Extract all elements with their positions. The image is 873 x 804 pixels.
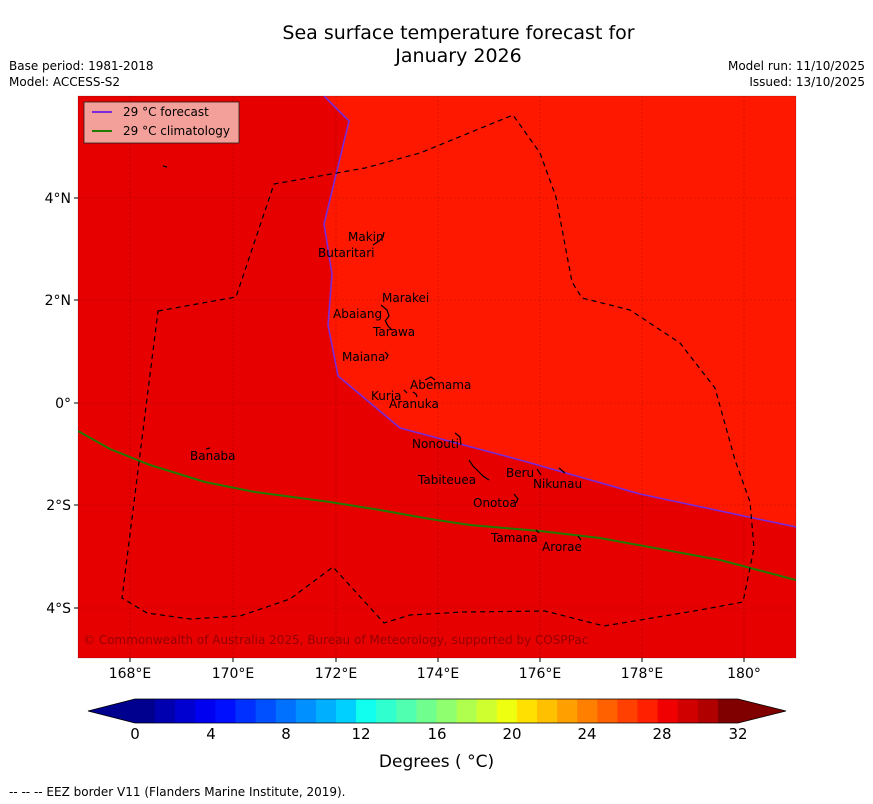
- colorbar-segment: [315, 699, 337, 723]
- lat-tick-4n: 4°N: [45, 191, 71, 207]
- lon-tick-174e: 174°E: [417, 666, 460, 682]
- island-label-tamana: Tamana: [490, 531, 538, 545]
- legend-forecast-label: 29 °C forecast: [123, 105, 209, 119]
- island-label-nonouti: Nonouti: [412, 437, 459, 451]
- copyright-notice: © Commonwealth of Australia 2025, Bureau…: [83, 633, 588, 647]
- issued-date: Issued: 13/10/2025: [749, 75, 865, 89]
- colorbar-under-arrow: [88, 699, 135, 723]
- colorbar-segment: [476, 699, 498, 723]
- lon-tick-178e: 178°E: [621, 666, 664, 682]
- island-label-butaritari: Butaritari: [318, 246, 375, 260]
- colorbar-segment: [537, 699, 558, 723]
- colorbar-segment: [597, 699, 618, 723]
- island-label-makin: Makin: [348, 230, 384, 244]
- colorbar-tick-4: 4: [206, 725, 216, 743]
- lat-axis: 4°N 2°N 0° 2°S 4°S: [45, 191, 78, 617]
- island-label-nikunau: Nikunau: [533, 477, 582, 491]
- colorbar-segment: [336, 699, 357, 723]
- meta-right: Model run: 11/10/2025 Issued: 13/10/2025: [728, 58, 865, 90]
- model-run: Model run: 11/10/2025: [727, 59, 865, 73]
- island-label-tarawa: Tarawa: [372, 325, 415, 339]
- map-frame: [77, 95, 797, 659]
- cool-region: [78, 96, 796, 658]
- colorbar-segment: [557, 699, 578, 723]
- colorbar-segment: [416, 699, 437, 723]
- colorbar-segment: [175, 699, 196, 723]
- lon-tick-172e: 172°E: [315, 666, 358, 682]
- colorbar-segment: [235, 699, 257, 723]
- island-label-kuria: Kuria: [371, 389, 402, 403]
- lon-tick-170e: 170°E: [212, 666, 255, 682]
- colorbar-label: Degrees ( °C): [378, 752, 495, 772]
- colorbar-segment: [275, 699, 297, 723]
- chart-title: Sea surface temperature forecast for Jan…: [0, 22, 873, 68]
- title-line-2: January 2026: [395, 45, 522, 67]
- lon-tick-168e: 168°E: [109, 666, 152, 682]
- colorbar-segment: [135, 699, 156, 723]
- colorbar-outline: [87, 698, 787, 724]
- footer-note: -- -- -- EEZ border V11 (Flanders Marine…: [9, 785, 346, 799]
- legend: 29 °C forecast 29 °C climatology: [83, 101, 240, 144]
- lat-tick-4s: 4°S: [46, 601, 71, 617]
- colorbar-tick-24: 24: [577, 725, 597, 743]
- island-label-beru: Beru: [506, 466, 534, 480]
- island-label-arorae: Arorae: [542, 540, 582, 554]
- climatology-contour-line: [78, 430, 796, 581]
- lon-tick-180: 180°: [727, 666, 761, 682]
- colorbar-segment: [496, 699, 518, 723]
- grid-lines: [78, 96, 796, 658]
- colorbar-segment: [376, 699, 397, 723]
- colorbar-segment: [255, 699, 277, 723]
- colorbar-segment: [396, 699, 417, 723]
- colorbar-segment: [456, 699, 478, 723]
- title-line-1: Sea surface temperature forecast for: [282, 22, 635, 44]
- meta-left: Base period: 1981-2018 Model: ACCESS-S2: [9, 58, 154, 90]
- colorbar-segment: [356, 699, 377, 723]
- lat-tick-0: 0°: [55, 396, 71, 412]
- colorbar-segment: [516, 699, 538, 723]
- colorbar-tick-12: 12: [351, 725, 371, 743]
- island-label-marakei: Marakei: [382, 291, 429, 305]
- colorbar-segment: [617, 699, 638, 723]
- colorbar-tick-28: 28: [652, 725, 672, 743]
- base-period: Base period: 1981-2018: [9, 59, 154, 73]
- colorbar-segment: [717, 699, 739, 723]
- lat-tick-2s: 2°S: [46, 498, 71, 514]
- colorbar-segment: [677, 699, 699, 723]
- colorbar: [87, 698, 787, 724]
- colorbar-segment: [155, 699, 176, 723]
- lat-tick-2n: 2°N: [45, 293, 71, 309]
- island-label-maiana: Maiana: [342, 350, 385, 364]
- lon-axis: 168°E 170°E 172°E 174°E 176°E 178°E 180°: [109, 658, 761, 682]
- eez-border: [121, 114, 755, 627]
- colorbar-segment: [637, 699, 659, 723]
- colorbar-segment: [195, 699, 216, 723]
- island-label-onotoa: Onotoa: [473, 496, 517, 510]
- colorbar-tick-16: 16: [427, 725, 447, 743]
- colorbar-segment: [295, 699, 317, 723]
- colorbar-ticks: 0 4 8 12 16 20 24 28 32: [0, 725, 873, 745]
- colorbar-tick-0: 0: [130, 725, 140, 743]
- colorbar-tick-8: 8: [281, 725, 291, 743]
- colorbar-segment: [697, 699, 719, 723]
- colorbar-tick-20: 20: [502, 725, 522, 743]
- colorbar-segment: [436, 699, 458, 723]
- lon-tick-176e: 176°E: [519, 666, 562, 682]
- island-outlines: [162, 165, 582, 541]
- model-name: Model: ACCESS-S2: [9, 75, 121, 89]
- island-label-abemama: Abemama: [410, 378, 471, 392]
- colorbar-segment: [657, 699, 679, 723]
- legend-climatology-label: 29 °C climatology: [123, 124, 230, 138]
- island-label-banaba: Banaba: [190, 449, 236, 463]
- island-label-tabiteuea: Tabiteuea: [417, 473, 476, 487]
- colorbar-over-arrow: [738, 699, 786, 723]
- island-label-abaiang: Abaiang: [333, 307, 382, 321]
- colorbar-segment: [577, 699, 598, 723]
- colorbar-segment: [215, 699, 236, 723]
- colorbar-tick-32: 32: [728, 725, 748, 743]
- island-label-aranuka: Aranuka: [389, 397, 439, 411]
